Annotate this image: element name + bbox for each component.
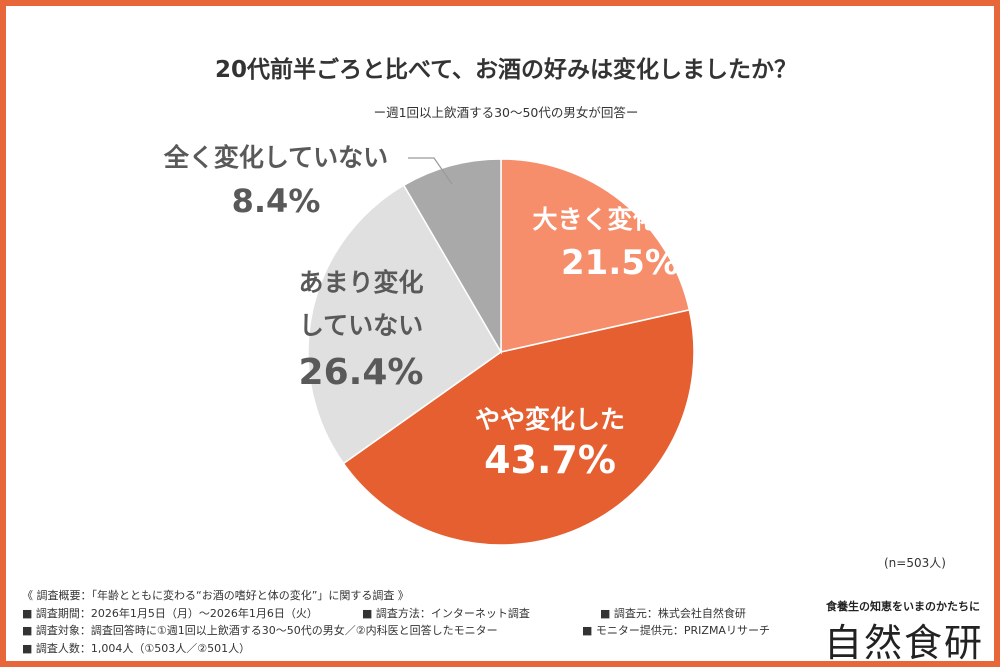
brand-logo: 自然食研 [824, 621, 985, 665]
survey-count: ■ 調査人数：1,004人（①503人／②501人） [22, 641, 251, 655]
survey-provider: ■ モニター提供元：PRIZMAリサーチ [582, 624, 770, 637]
survey-footnote: 《 調査概要：「年齢とともに変わる“お酒の嗜好と体の変化”」に関する調査 》 ■… [22, 587, 770, 657]
slice-label-no-change: 全く変化していない [163, 143, 388, 172]
leader-line [408, 157, 453, 185]
slice-label-little-change: あまり変化 [298, 268, 423, 297]
slice-value-little-change: 26.4% [299, 352, 424, 393]
chart-title: 20代前半ごろと比べて、お酒の好みは変化しましたか？ [215, 57, 797, 83]
survey-title: 《 調査概要：「年齢とともに変わる“お酒の嗜好と体の変化”」に関する調査 》 [22, 589, 409, 602]
slice-label-little-change: していない [299, 311, 423, 340]
survey-method: ■ 調査方法：インターネット調査 [362, 606, 530, 620]
slice-large-change [500, 158, 691, 353]
slice-value-large-change: 21.5% [561, 243, 679, 283]
slice-no-change [402, 158, 502, 355]
slice-label-large-change: 大きく変化した [532, 205, 707, 234]
slice-label-slight-change: やや変化した [475, 405, 625, 434]
logo-tagline: 食養生の知恵をいまのかたちに [826, 600, 980, 613]
chart-subtitle: ー週1回以上飲酒する30〜50代の男女が回答ー [373, 105, 639, 120]
survey-period: ■ 調査期間：2026年1月5日（月）〜2026年1月6日（火） [22, 606, 318, 620]
survey-source: ■ 調査元：株式会社自然食研 [600, 606, 746, 620]
pie-slices [307, 158, 695, 546]
survey-target: ■ 調査対象：調査回答時に①週1回以上飲酒する30〜50代の男女／②内科医と回答… [22, 624, 498, 637]
slice-slight-change [342, 309, 695, 546]
sample-size-note: (n=503人) [884, 556, 946, 570]
slice-little-change [307, 184, 502, 465]
slice-value-slight-change: 43.7% [484, 438, 616, 482]
slice-value-no-change: 8.4% [232, 182, 321, 220]
